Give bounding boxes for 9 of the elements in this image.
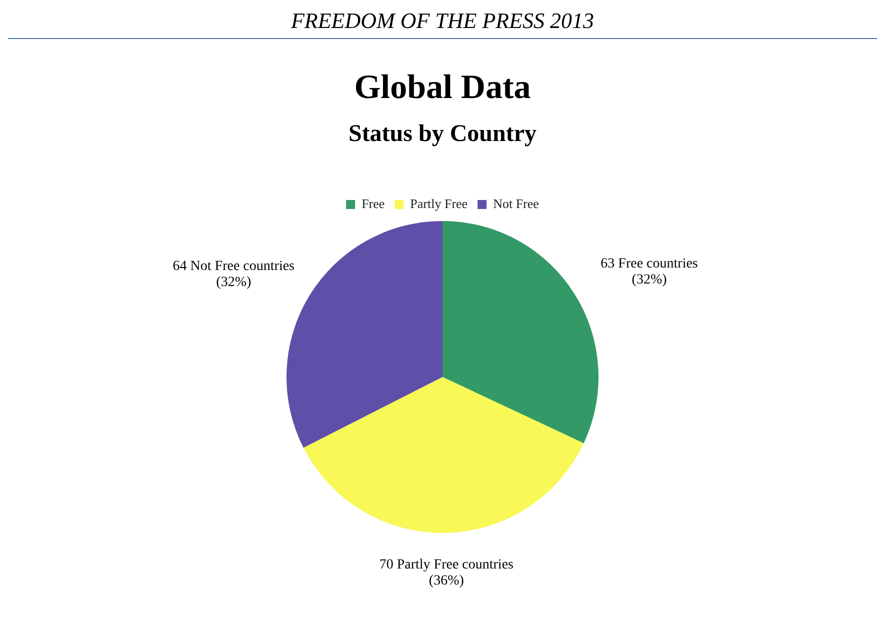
data-label: 64 Not Free countries (32%) xyxy=(172,259,295,290)
chart-subtitle: Status by Country xyxy=(347,121,538,148)
data-label: 63 Free countries (32%) xyxy=(600,256,698,288)
legend-label: Partly Free xyxy=(410,196,468,211)
text: FREEDOM OF THE PRESS 2013 xyxy=(8,8,877,39)
data-label: 70 Partly Free countries (36%) xyxy=(379,558,514,589)
legend-label: Free xyxy=(362,196,385,211)
legend-label: Not Free xyxy=(493,196,540,211)
chart-title: Global Data xyxy=(353,69,532,107)
